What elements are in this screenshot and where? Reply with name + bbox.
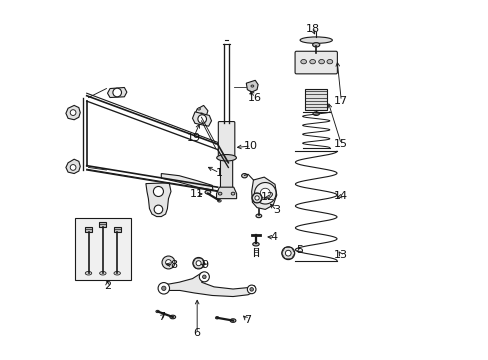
Text: 5: 5 [296,245,303,255]
Circle shape [154,205,163,214]
Circle shape [162,256,175,269]
Ellipse shape [230,319,235,322]
Circle shape [202,275,206,279]
Ellipse shape [216,154,236,161]
Ellipse shape [169,315,175,319]
Text: 4: 4 [270,232,277,242]
Ellipse shape [312,42,319,47]
Polygon shape [251,177,276,210]
Text: 7: 7 [158,312,164,322]
Circle shape [254,196,259,200]
Text: 18: 18 [305,24,319,35]
Ellipse shape [100,271,106,275]
Ellipse shape [199,113,203,116]
Ellipse shape [250,85,253,87]
Ellipse shape [326,59,332,64]
Polygon shape [161,174,212,190]
Circle shape [281,247,294,260]
Ellipse shape [217,199,221,202]
Circle shape [196,261,201,266]
FancyBboxPatch shape [220,157,232,188]
Circle shape [70,110,76,116]
Text: 2: 2 [104,281,111,291]
Ellipse shape [114,271,120,275]
Polygon shape [192,112,211,126]
Circle shape [198,115,206,123]
Text: 3: 3 [273,206,280,216]
Circle shape [260,188,270,198]
Ellipse shape [197,108,200,110]
Ellipse shape [231,192,234,195]
Bar [85,227,92,232]
Text: 12: 12 [260,192,274,202]
Text: 17: 17 [334,96,347,106]
Polygon shape [66,159,80,174]
Circle shape [153,186,163,197]
Ellipse shape [300,37,332,43]
Text: 1: 1 [216,168,223,178]
Polygon shape [194,105,207,123]
Ellipse shape [312,112,319,116]
FancyBboxPatch shape [218,122,234,159]
Polygon shape [158,273,255,297]
Ellipse shape [309,59,315,64]
Polygon shape [107,87,126,98]
Text: 15: 15 [334,139,347,149]
Text: 11: 11 [190,189,204,199]
Text: 19: 19 [186,133,200,143]
Polygon shape [246,80,258,92]
FancyBboxPatch shape [305,89,326,110]
Circle shape [285,250,290,256]
Bar [99,222,106,226]
Polygon shape [145,183,171,217]
Circle shape [249,288,253,291]
Ellipse shape [300,59,306,64]
Circle shape [165,260,171,265]
Polygon shape [216,187,236,199]
Bar [113,227,121,232]
Text: 9: 9 [201,260,208,270]
Bar [75,218,131,280]
Ellipse shape [156,310,159,313]
Ellipse shape [255,214,261,218]
Text: 6: 6 [193,328,200,338]
Circle shape [113,88,121,97]
Circle shape [247,285,255,294]
Text: 13: 13 [334,250,347,260]
Circle shape [254,183,276,204]
Text: 7: 7 [244,315,250,325]
Text: 14: 14 [334,191,347,201]
Circle shape [70,165,76,170]
Ellipse shape [241,174,247,178]
Text: 10: 10 [244,141,258,151]
Ellipse shape [85,271,92,275]
Text: 16: 16 [248,93,262,103]
Circle shape [192,257,204,269]
Polygon shape [66,105,80,120]
Text: 8: 8 [170,260,177,270]
Ellipse shape [318,59,324,64]
Ellipse shape [204,190,210,194]
Circle shape [158,283,169,294]
Circle shape [199,272,209,282]
Ellipse shape [218,192,222,195]
Circle shape [251,193,262,203]
Ellipse shape [252,242,259,246]
Ellipse shape [215,316,219,319]
Circle shape [162,286,165,291]
FancyBboxPatch shape [294,51,337,74]
